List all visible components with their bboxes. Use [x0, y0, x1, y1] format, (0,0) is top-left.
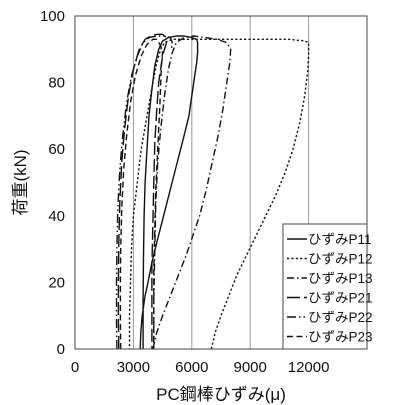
series-line-3 [152, 35, 232, 350]
series-line-4 [117, 33, 168, 350]
grid [132, 16, 310, 349]
x-tick-label: 3000 [117, 359, 150, 376]
y-tick-label: 20 [48, 274, 65, 291]
y-tick-label: 60 [48, 141, 65, 158]
tick-labels: 0 3000 6000 9000 12000 0 20 40 60 80 100 [40, 8, 329, 376]
x-axis-label: PC鋼棒ひずみ(μ) [156, 385, 286, 404]
y-tick-label: 0 [57, 341, 65, 358]
y-tick-label: 80 [48, 75, 65, 92]
legend-label: ひずみP22 [308, 310, 373, 325]
y-axis-label: 荷重(kN) [11, 149, 30, 215]
series-lines [115, 33, 310, 350]
plot-frame [74, 15, 368, 350]
series-line-1 [139, 35, 199, 350]
legend: ひずみP11 ひずみP12 ひずみP13 ひずみP21 ひずみP22 ひずみP23 [282, 223, 373, 350]
series-line-6 [119, 38, 164, 350]
legend-label: ひずみP23 [308, 330, 373, 345]
x-tick-label: 12000 [288, 359, 330, 376]
legend-label: ひずみP13 [308, 271, 373, 286]
legend-label: ひずみP12 [308, 252, 373, 267]
series-line-2 [128, 38, 310, 350]
x-tick-label: 9000 [234, 359, 267, 376]
legend-box [282, 223, 368, 350]
series-line-5 [115, 35, 173, 350]
y-tick-label: 100 [40, 8, 65, 25]
x-tick-label: 6000 [175, 359, 208, 376]
x-tick-label: 0 [71, 359, 79, 376]
legend-label: ひずみP21 [308, 291, 373, 306]
y-tick-label: 40 [48, 208, 65, 225]
legend-label: ひずみP11 [308, 232, 372, 247]
